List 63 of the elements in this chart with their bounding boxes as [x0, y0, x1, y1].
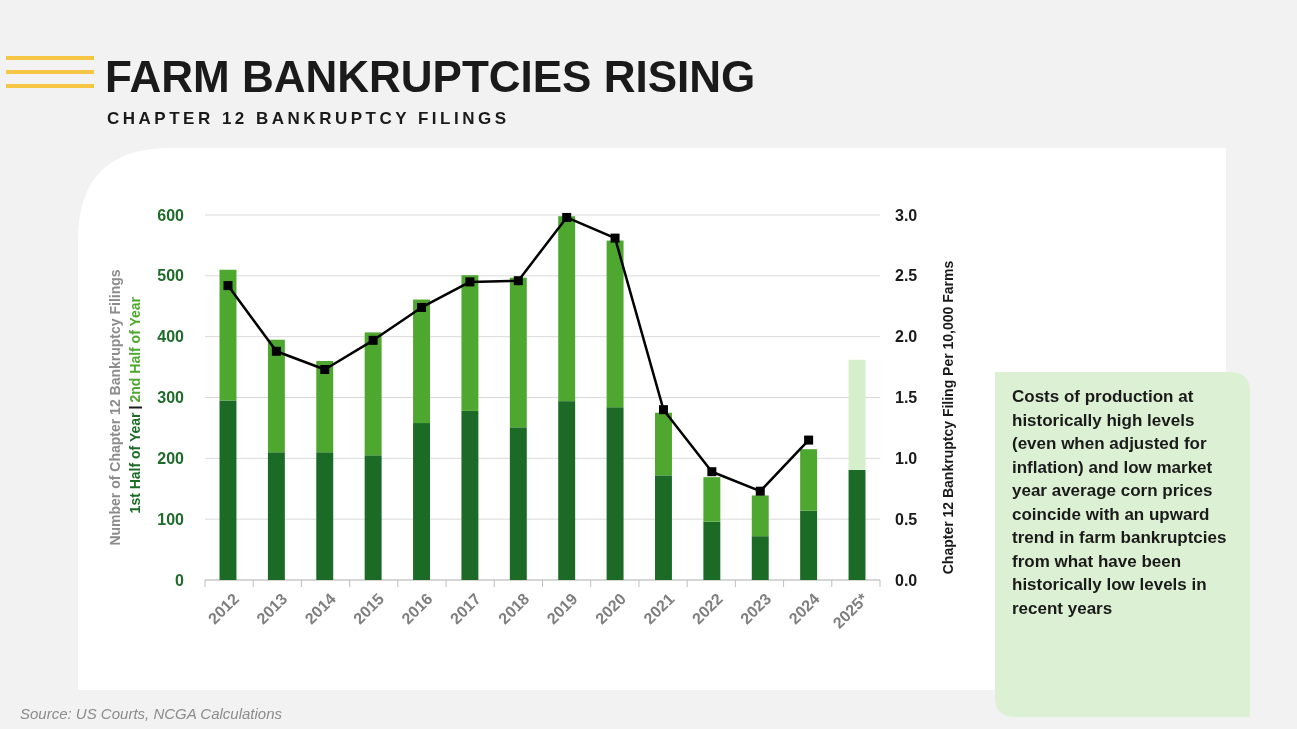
point — [804, 435, 814, 445]
bar — [316, 361, 334, 453]
y-tick-label: 0 — [175, 571, 185, 589]
point — [368, 335, 378, 345]
y-tick-label: 500 — [157, 267, 185, 285]
bar — [800, 510, 818, 580]
y2-tick-label: 0.0 — [895, 571, 918, 589]
point — [610, 233, 620, 243]
bar — [267, 452, 285, 580]
bar — [703, 521, 721, 580]
bar — [606, 407, 624, 580]
y2-axis-title: Chapter 12 Bankruptcy Filing Per 10,000 Farms — [940, 260, 956, 575]
bar — [558, 216, 576, 402]
y2-tick-label: 2.5 — [895, 267, 918, 285]
point — [465, 277, 475, 287]
y-tick-label: 400 — [157, 328, 185, 346]
y-axis-title: Number of Chapter 12 Bankruptcy Filings — [107, 269, 123, 546]
y-tick-label: 200 — [157, 449, 185, 467]
bar — [461, 410, 479, 580]
point — [658, 405, 668, 415]
bar — [800, 449, 818, 511]
y-tick-label: 300 — [157, 389, 185, 407]
bar — [461, 275, 479, 411]
text: 2nd Half of Year — [127, 296, 143, 403]
text: 1st Half of Year — [127, 411, 143, 514]
y2-tick-label: 0.5 — [895, 510, 918, 528]
bar — [364, 455, 382, 580]
bar — [606, 240, 624, 408]
bar — [751, 536, 769, 580]
point — [707, 467, 717, 477]
source-note: Source: US Courts, NCGA Calculations — [20, 705, 283, 722]
point — [271, 346, 281, 356]
bar — [558, 401, 576, 580]
bar — [364, 332, 382, 456]
point — [513, 276, 523, 286]
bar — [267, 339, 285, 453]
chart-subtitle: CHAPTER 12 BANKRUPTCY FILINGS — [107, 109, 510, 128]
point — [562, 212, 572, 222]
y-tick-label: 100 — [157, 510, 185, 528]
bar — [655, 475, 672, 580]
y-tick-label: 600 — [157, 206, 185, 224]
point — [223, 281, 233, 291]
point — [417, 302, 427, 312]
bar — [219, 269, 237, 401]
bar — [751, 495, 769, 537]
y2-tick-label: 3.0 — [895, 206, 918, 224]
y2-tick-label: 1.0 — [895, 449, 918, 467]
bar — [509, 277, 527, 428]
text: Costs of production at historically high levels (even when adjusted for inflation) and low market year average corn prices coincide with an upward trend in farm bankruptcies from what have been historically low levels in recent years — [1012, 387, 1227, 618]
bar — [848, 469, 866, 580]
bar — [413, 423, 430, 580]
point — [320, 365, 330, 375]
y2-tick-label: 1.5 — [895, 389, 918, 407]
bar — [655, 412, 672, 476]
point — [755, 486, 765, 496]
y2-tick-label: 2.0 — [895, 328, 918, 346]
bar — [316, 452, 334, 580]
bar — [509, 427, 527, 580]
chart-title: FARM BANKRUPTCIES RISING — [105, 52, 756, 101]
bar — [413, 299, 430, 424]
bar — [703, 477, 721, 522]
bar — [219, 400, 237, 580]
bar — [848, 359, 866, 470]
